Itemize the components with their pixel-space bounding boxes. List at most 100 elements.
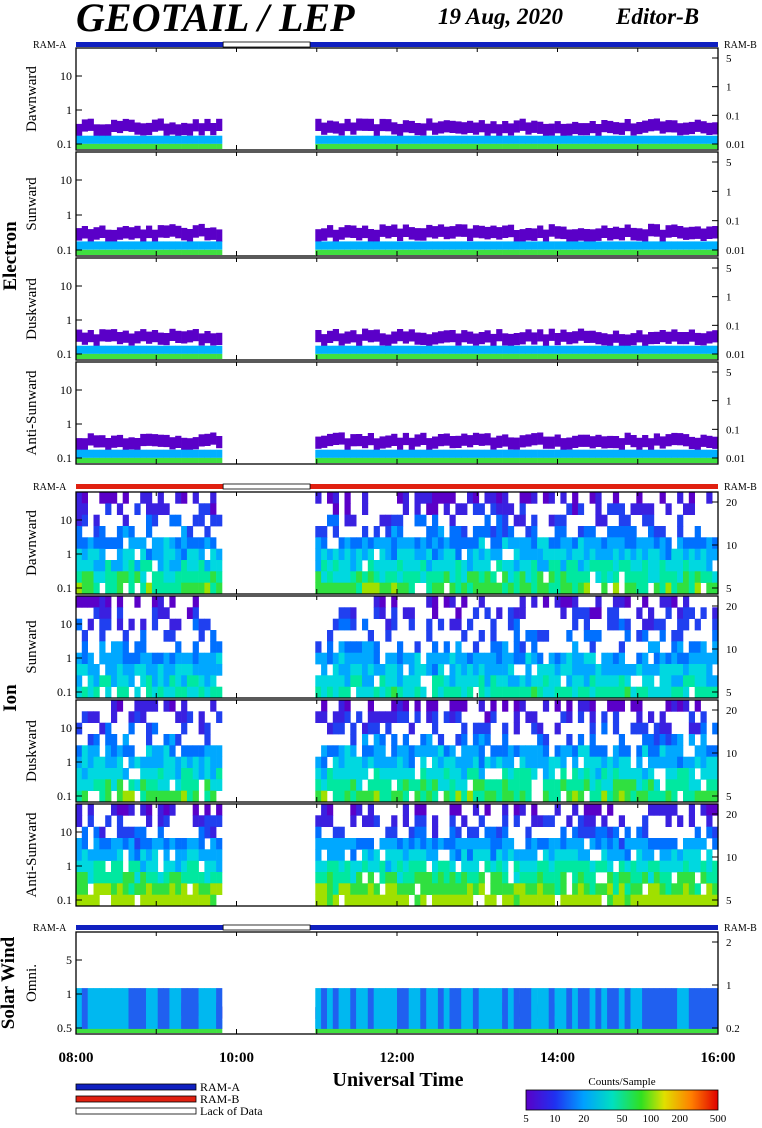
spectrogram-cell bbox=[618, 537, 625, 549]
spectrogram-cell bbox=[507, 537, 515, 549]
x-tick-label: 14:00 bbox=[540, 1050, 575, 1066]
spectrogram-cell bbox=[706, 449, 713, 458]
spectrogram-cell bbox=[472, 641, 480, 653]
spectrogram-cell bbox=[87, 1027, 94, 1033]
spectrogram-cell bbox=[420, 745, 427, 757]
spectrogram-cell bbox=[146, 860, 153, 873]
spectrogram-cell bbox=[607, 143, 614, 149]
spectrogram-cell bbox=[367, 652, 374, 665]
spectrogram-cell bbox=[496, 241, 503, 250]
spectrogram-cell bbox=[87, 596, 94, 608]
spectrogram-cell bbox=[146, 345, 153, 354]
spectrogram-cell bbox=[694, 537, 701, 549]
spectrogram-cell bbox=[169, 756, 176, 769]
spectrogram-cell bbox=[373, 745, 380, 757]
spectrogram-cell bbox=[577, 664, 585, 676]
spectrogram-cell bbox=[338, 664, 345, 676]
spectrogram-cell bbox=[379, 686, 386, 699]
spectrogram-cell bbox=[583, 457, 590, 463]
spectrogram-cell bbox=[420, 826, 427, 839]
spectrogram-cell bbox=[624, 686, 631, 699]
spectrogram-cell bbox=[618, 526, 625, 538]
spectrogram-cell bbox=[373, 449, 380, 458]
spectrogram-cell bbox=[560, 607, 567, 619]
spectrogram-cell bbox=[198, 686, 205, 699]
spectrogram-cell bbox=[712, 537, 719, 549]
spectrogram-cell bbox=[531, 526, 538, 538]
spectrogram-cell bbox=[449, 652, 456, 665]
spectrogram-cell bbox=[560, 249, 567, 255]
spectrogram-cell bbox=[618, 664, 625, 676]
spectrogram-cell bbox=[332, 503, 339, 515]
spectrogram-cell bbox=[105, 686, 112, 699]
spectrogram-cell bbox=[122, 641, 129, 653]
spectrogram-cell bbox=[531, 860, 538, 873]
spectrogram-cell bbox=[572, 503, 579, 515]
spectrogram-cell bbox=[356, 345, 363, 354]
spectrogram-cell bbox=[432, 548, 439, 561]
spectrogram-cell bbox=[630, 790, 637, 803]
spectrogram-cell bbox=[490, 526, 497, 538]
spectrogram-cell bbox=[443, 249, 450, 255]
spectrogram-cell bbox=[583, 768, 590, 780]
spectrogram-cell bbox=[367, 537, 374, 549]
spectrogram-cell bbox=[81, 492, 88, 504]
spectrogram-cell bbox=[420, 571, 427, 583]
group-label-ion: Ion bbox=[0, 684, 21, 712]
spectrogram-cell bbox=[665, 734, 672, 746]
spectrogram-cell bbox=[618, 675, 625, 687]
spectrogram-cell bbox=[688, 607, 695, 619]
spectrogram-cell bbox=[443, 872, 450, 884]
spectrogram-cell bbox=[76, 596, 83, 608]
spectrogram-cell bbox=[572, 135, 579, 144]
spectrogram-cell bbox=[344, 492, 351, 504]
spectrogram-cell bbox=[105, 790, 112, 803]
spectrogram-cell bbox=[583, 229, 590, 242]
spectrogram-cell bbox=[391, 664, 398, 676]
spectrogram-cell bbox=[397, 437, 404, 450]
spectrogram-cell bbox=[642, 838, 649, 850]
spectrogram-cell bbox=[542, 143, 550, 149]
spectrogram-cell bbox=[566, 457, 573, 463]
spectrogram-cell bbox=[618, 249, 625, 255]
spectrogram-cell bbox=[554, 526, 561, 538]
spectrogram-cell bbox=[321, 526, 328, 538]
spectrogram-cell bbox=[612, 607, 620, 619]
spectrogram-cell bbox=[455, 435, 462, 448]
spectrogram-cell bbox=[502, 434, 509, 447]
spectrogram-cell bbox=[332, 872, 339, 884]
spectrogram-cell bbox=[630, 526, 637, 538]
spectrogram-cell bbox=[513, 457, 520, 463]
spectrogram-cell bbox=[432, 988, 439, 1029]
spectrogram-cell bbox=[432, 1027, 439, 1033]
spectrogram-cell bbox=[537, 815, 544, 827]
spectrogram-cell bbox=[391, 745, 398, 757]
spectrogram-cell bbox=[507, 571, 515, 583]
spectrogram-cell bbox=[204, 143, 211, 149]
spectrogram-cell bbox=[93, 711, 100, 723]
spectrogram-cell bbox=[362, 503, 369, 515]
spectrogram-cell bbox=[612, 449, 620, 458]
spectrogram-cell bbox=[653, 894, 660, 907]
spectrogram-cell bbox=[163, 143, 170, 149]
spectrogram-cell bbox=[181, 779, 188, 791]
spectrogram-cell bbox=[432, 514, 439, 527]
spectrogram-cell bbox=[630, 143, 637, 149]
spectrogram-cell bbox=[490, 664, 497, 676]
spectrogram-cell bbox=[642, 894, 649, 907]
spectrogram-cell bbox=[362, 988, 369, 1029]
spectrogram-cell bbox=[589, 330, 596, 343]
spectrogram-cell bbox=[560, 745, 567, 757]
spectrogram-cell bbox=[525, 872, 532, 884]
spectrogram-cell bbox=[93, 548, 100, 561]
spectrogram-cell bbox=[519, 582, 526, 595]
spectrogram-cell bbox=[449, 815, 456, 827]
ram-bar-gap bbox=[222, 924, 311, 931]
spectrogram-cell bbox=[577, 560, 585, 572]
spectrogram-cell bbox=[589, 1027, 596, 1033]
spectrogram-cell bbox=[332, 849, 339, 861]
spectrogram-cell bbox=[461, 503, 468, 515]
spectrogram-cell bbox=[653, 652, 660, 665]
spectrogram-cell bbox=[566, 894, 573, 907]
spectrogram-cell bbox=[525, 526, 532, 538]
